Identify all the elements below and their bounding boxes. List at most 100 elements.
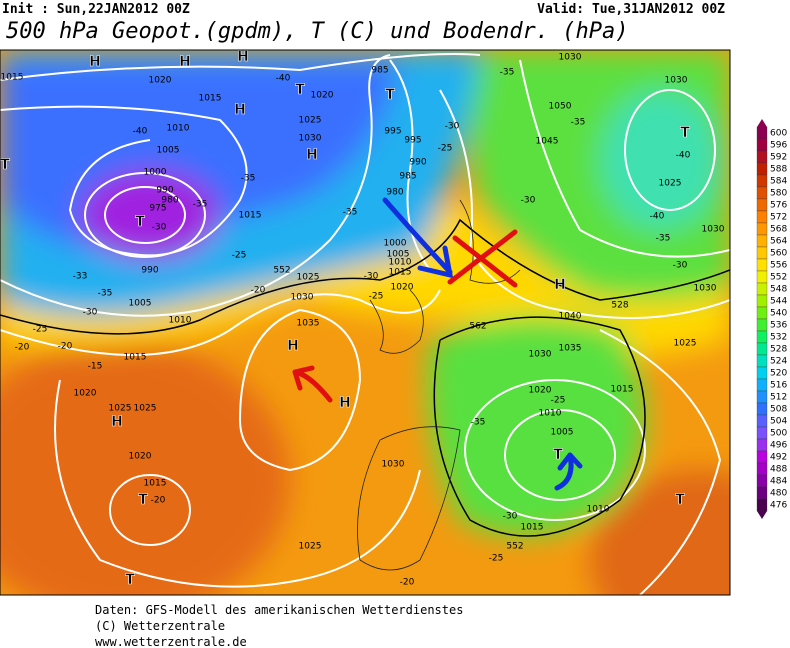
pressure-center: H — [339, 395, 351, 411]
contour-label: -30 — [152, 223, 167, 233]
contour-label: 1025 — [659, 179, 682, 189]
colorbar-swatch — [756, 282, 768, 296]
contour-label: -25 — [489, 554, 504, 564]
colorbar-swatch — [756, 462, 768, 476]
contour-label: 1015 — [389, 268, 412, 278]
contour-label: 1030 — [665, 76, 688, 86]
colorbar-label: 560 — [770, 249, 787, 259]
map-title: 500 hPa Geopot.(gpdm), T (C) und Bodendr… — [6, 19, 629, 44]
pressure-center: H — [179, 54, 191, 70]
contour-label: 1020 — [311, 91, 334, 101]
geopotential-lines — [0, 218, 730, 537]
colorbar-label: 600 — [770, 129, 787, 139]
colorbar-swatch — [756, 174, 768, 188]
colorbar-swatch — [756, 354, 768, 368]
colorbar-swatch — [756, 294, 768, 308]
contour-label: -30 — [445, 122, 460, 132]
contour-label: -35 — [656, 234, 671, 244]
colorbar-swatch — [756, 450, 768, 464]
contour-label: 1025 — [134, 404, 157, 414]
colorbar-label: 568 — [770, 225, 787, 235]
pressure-center: H — [89, 54, 101, 70]
colorbar-label: 516 — [770, 381, 787, 391]
contour-label: 1005 — [551, 428, 574, 438]
colorbar-swatch — [756, 126, 768, 140]
pressure-center: T — [385, 87, 395, 103]
contour-label: 1015 — [611, 385, 634, 395]
colorbar-swatch — [756, 498, 768, 512]
contour-label: 1030 — [559, 53, 582, 63]
contour-label: 552 — [273, 266, 290, 276]
contour-label: -30 — [521, 196, 536, 206]
isobars — [0, 53, 730, 595]
colorbar-label: 488 — [770, 465, 787, 475]
contour-label: 1015 — [199, 94, 222, 104]
colorbar-label: 552 — [770, 273, 787, 283]
colorbar-label: 496 — [770, 441, 787, 451]
contour-label: 1010 — [169, 316, 192, 326]
contour-label: -35 — [193, 200, 208, 210]
colorbar-swatch — [756, 426, 768, 440]
contour-label: -20 — [400, 578, 415, 588]
colorbar-swatch — [756, 186, 768, 200]
colorbar-label: 508 — [770, 405, 787, 415]
colorbar-label: 512 — [770, 393, 787, 403]
pressure-center: H — [554, 277, 566, 293]
contour-label: 1020 — [529, 386, 552, 396]
contour-label: 1035 — [559, 344, 582, 354]
pressure-center: T — [125, 572, 135, 588]
colorbar-swatch — [756, 342, 768, 356]
pressure-center: H — [234, 102, 246, 118]
contour-label: 1030 — [694, 284, 717, 294]
colorbar-label: 548 — [770, 285, 787, 295]
contour-label: 1030 — [529, 350, 552, 360]
colorbar-swatch — [756, 222, 768, 236]
colorbar-swatch — [756, 366, 768, 380]
contour-label: 1020 — [149, 76, 172, 86]
contour-label: 1025 — [299, 116, 322, 126]
contour-label: 552 — [506, 542, 523, 552]
colorbar-label: 556 — [770, 261, 787, 271]
contour-label: 1030 — [291, 293, 314, 303]
contour-label: -35 — [241, 174, 256, 184]
footer-line: www.wetterzentrale.de — [95, 635, 247, 648]
contour-label: 1000 — [384, 239, 407, 249]
colorbar-swatch — [756, 270, 768, 284]
colorbar-swatch — [756, 378, 768, 392]
contour-label: 1050 — [549, 102, 572, 112]
contour-label: 1040 — [559, 312, 582, 322]
contour-label: -20 — [251, 286, 266, 296]
contour-label: 1025 — [674, 339, 697, 349]
valid-time: Valid: Tue,31JAN2012 00Z — [537, 2, 725, 17]
contour-label: 990 — [156, 186, 173, 196]
contour-label: 1015 — [521, 523, 544, 533]
contour-label: -30 — [364, 272, 379, 282]
contour-label: -40 — [676, 151, 691, 161]
colorbar-swatch — [756, 234, 768, 248]
contour-label: 1010 — [167, 124, 190, 134]
colorbar-swatch — [756, 474, 768, 488]
colorbar-swatch — [756, 438, 768, 452]
colorbar-label: 480 — [770, 489, 787, 499]
pressure-center: T — [0, 157, 10, 173]
contour-label: 1030 — [382, 460, 405, 470]
contour-label: 995 — [404, 136, 421, 146]
colorbar-label: 544 — [770, 297, 787, 307]
colorbar-swatch — [756, 330, 768, 344]
contour-label: 1010 — [389, 258, 412, 268]
colorbar-swatch — [756, 414, 768, 428]
colorbar-label: 588 — [770, 165, 787, 175]
contour-label: 1015 — [124, 353, 147, 363]
colorbar-label: 520 — [770, 369, 787, 379]
colorbar-label: 528 — [770, 345, 787, 355]
contour-label: 990 — [141, 266, 158, 276]
contour-label: 1030 — [702, 225, 725, 235]
contour-label: -20 — [151, 496, 166, 506]
contour-label: 1035 — [297, 319, 320, 329]
colorbar-label: 524 — [770, 357, 787, 367]
pressure-center: T — [138, 492, 148, 508]
pressure-center: T — [680, 125, 690, 141]
pressure-center: T — [675, 492, 685, 508]
